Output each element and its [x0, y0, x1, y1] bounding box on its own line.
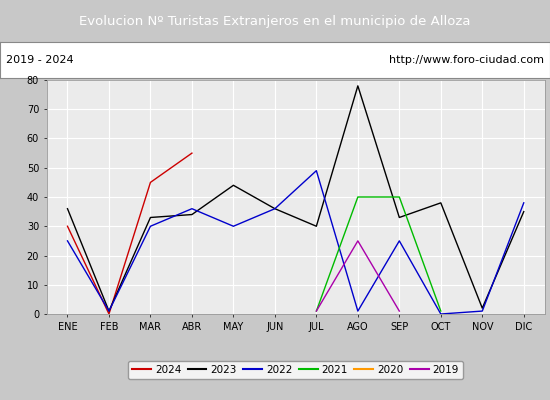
Legend: 2024, 2023, 2022, 2021, 2020, 2019: 2024, 2023, 2022, 2021, 2020, 2019: [128, 361, 463, 379]
Text: http://www.foro-ciudad.com: http://www.foro-ciudad.com: [389, 55, 544, 65]
Text: 2019 - 2024: 2019 - 2024: [6, 55, 73, 65]
Text: Evolucion Nº Turistas Extranjeros en el municipio de Alloza: Evolucion Nº Turistas Extranjeros en el …: [79, 14, 471, 28]
